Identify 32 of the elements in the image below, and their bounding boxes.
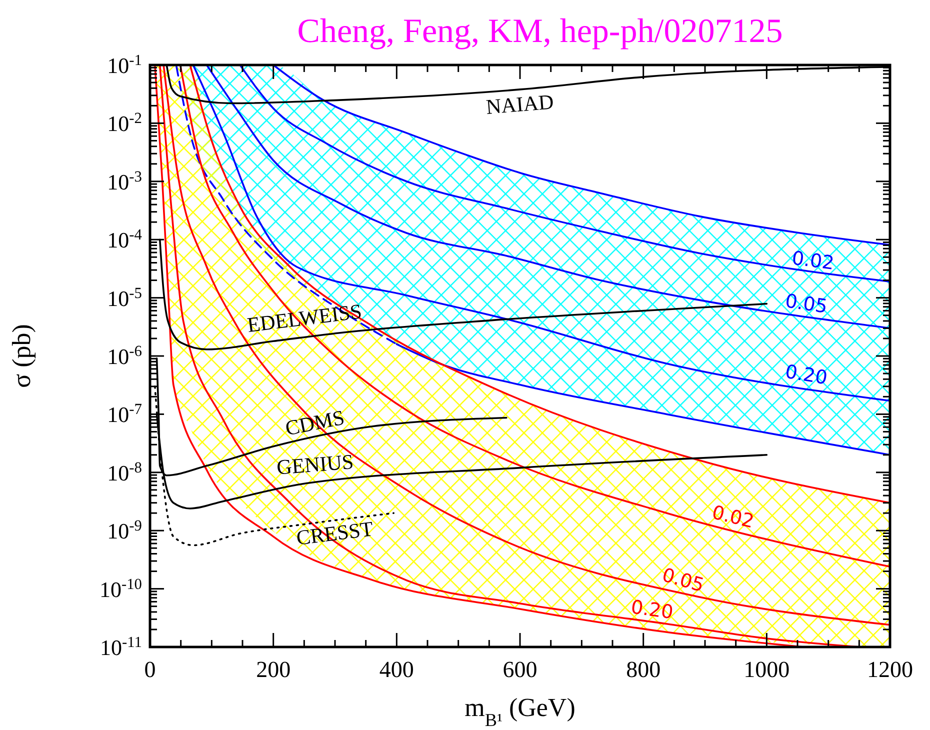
- text: EDELWEISS: [246, 299, 364, 338]
- x-tick-label: 400: [379, 657, 414, 682]
- legend-label: NAIAD: [485, 90, 554, 119]
- y-tick-label: 10$^{-1}$: [107, 52, 142, 78]
- y-tick-label: 10$^{-8}$: [107, 458, 142, 486]
- y-tick-label: 10$^{-7}$: [107, 400, 142, 428]
- text: 0.20: [630, 596, 675, 624]
- y-tick-label: 10$^{-4}$: [107, 226, 142, 253]
- x-tick-label: 800: [626, 657, 661, 682]
- x-axis-title: m$_{B¹}$ (GeV): [464, 693, 576, 730]
- text: 0.02: [790, 247, 836, 275]
- y-axis-title: σ (pb): [7, 324, 36, 388]
- x-tick-label: 1000: [744, 657, 790, 682]
- y-tick-label: 10$^{-10}$: [99, 575, 142, 602]
- text: 0.02: [710, 501, 756, 533]
- y-tick-label: 10$^{-5}$: [107, 284, 142, 311]
- text: 0.05: [784, 290, 829, 318]
- x-tick-label: 0: [144, 657, 156, 682]
- x-tick-label: 600: [502, 657, 538, 682]
- text: 0.05: [660, 564, 706, 597]
- y-tick-label: 10$^{-6}$: [107, 342, 142, 369]
- text: CDMS: [283, 405, 346, 440]
- text: 0.20: [784, 360, 829, 390]
- x-tick-label: 200: [256, 657, 291, 682]
- y-tick-label: 10$^{-3}$: [107, 168, 142, 194]
- chart-title: Cheng, Feng, KM, hep-ph/0207125: [297, 13, 783, 50]
- x-tick-label: 1200: [867, 657, 913, 682]
- y-tick-label: 10$^{-9}$: [107, 517, 142, 544]
- y-tick-label: 10$^{-2}$: [107, 110, 142, 136]
- series-label: GENIUS: [276, 450, 354, 480]
- y-tick-label: 10$^{-11}$: [100, 634, 142, 660]
- text: CRESST: [295, 516, 375, 550]
